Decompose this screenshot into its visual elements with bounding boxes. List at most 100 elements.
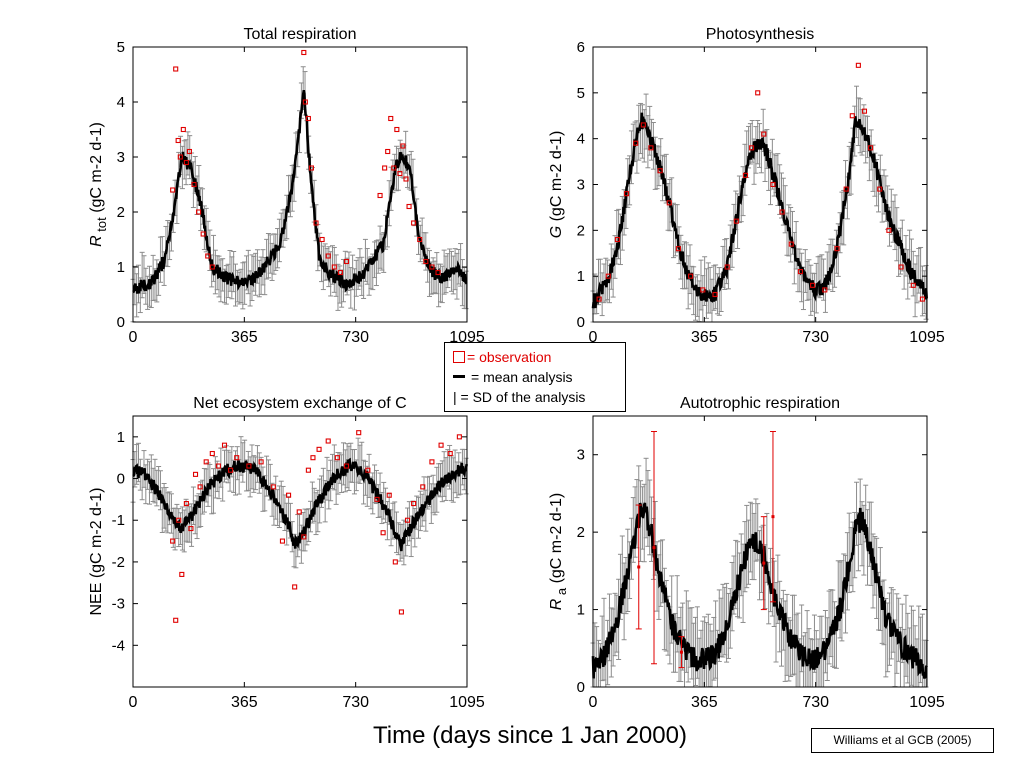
y-label-symbol: R [548,598,565,610]
y-label-symbol: G [548,226,565,238]
y-tick-label: 5 [577,85,585,102]
legend-mean-label: = mean analysis [471,369,573,385]
observation-point [386,492,392,498]
observation-point [438,442,444,448]
observation-point [398,609,404,615]
chart-panel-2: 0 365 730 1095 -4 -3 -2 -1 0 1 Net ecosystem excha… [88,395,485,711]
observation-point [301,534,307,540]
sd-error-bars [130,66,469,323]
observation-point [423,258,429,265]
x-tick-label: 1095 [449,694,485,711]
observation-point [305,467,311,473]
observation-point [761,131,767,137]
observations [596,62,925,302]
y-axis-label: NEE (gC m-2 d-1) [88,487,105,615]
y-tick-label: -4 [112,637,125,654]
x-tick-label: 1095 [909,329,945,346]
observation-point [308,165,314,171]
observation-point [633,140,639,146]
observation-point [186,148,192,155]
observation-point [657,168,663,174]
observation-point [316,446,322,452]
observation-point [688,273,694,279]
observation-marker-icon [453,351,465,363]
y-tick-label: 3 [117,149,125,166]
observation-point [313,220,319,226]
observation-point [762,561,766,565]
observation-point [624,191,630,197]
chart-panel-3: 0 365 730 1095 0 1 2 3 Autotrophic respiration R … [548,395,945,711]
mean-analysis-line [132,457,468,552]
y-label-symbol: R [88,235,105,247]
observation-point [292,584,298,590]
observation-point [356,430,362,436]
observation-point [343,258,350,265]
observation-point [173,66,179,72]
observation-point [385,148,391,155]
x-tick-label: 365 [231,329,258,346]
observation-point [270,484,276,490]
observation-point [637,565,641,569]
observation-point [343,463,350,469]
observation-point [183,501,189,507]
legend-mean: = mean analysis [453,367,625,387]
observation-point [258,459,264,465]
sd-error-bars [130,436,469,569]
observation-point [319,236,325,243]
chart-title: Autotrophic respiration [680,395,840,412]
y-tick-label: 1 [117,429,125,446]
y-tick-label: 1 [117,259,125,276]
observation-point [302,99,308,105]
legend: = observation = mean analysis | = SD of … [444,342,626,412]
y-tick-label: 4 [577,131,585,148]
y-label-unit: (gC m-2 d-1) [88,487,105,582]
observation-point [770,181,776,188]
mean-line-icon [453,375,465,378]
y-tick-label: 2 [577,222,585,239]
observation-point [200,231,206,237]
observation-point [652,546,656,550]
observation-point [188,526,194,532]
observation-point [325,253,331,259]
y-tick-label: 0 [577,314,585,331]
observation-point [325,438,331,444]
observation-point [191,181,197,188]
y-label-subscript: tot [94,217,109,235]
mean-analysis-line [591,502,928,679]
observation-point [605,273,611,279]
observation-point [771,515,775,519]
observation-point [640,122,646,128]
y-axis-label: G (gC m-2 d-1) [548,131,565,239]
sd-error-bars [590,457,929,688]
observation-point [700,287,706,293]
observations [635,430,776,669]
observation-point [388,115,394,122]
observation-point [310,455,316,461]
observation-point [246,463,252,469]
observation-point [810,282,816,288]
observation-point [406,203,412,210]
observation-point [331,264,337,270]
observation-point [170,538,176,544]
observation-point [868,145,874,151]
observation-point [742,172,749,178]
y-tick-label: -1 [112,512,125,529]
observation-point [675,246,681,252]
legend-observation-label: = observation [467,349,552,365]
y-tick-label: 1 [577,602,585,619]
observation-point [614,236,620,243]
y-label-unit: (gC m-2 d-1) [548,493,565,588]
observation-point [400,143,406,149]
x-tick-label: 365 [691,329,718,346]
observation-point [209,450,215,457]
observation-point [197,484,203,490]
observation-point [209,264,215,270]
observation-point [365,467,371,473]
axes-frame [592,415,928,688]
y-tick-label: -2 [112,554,125,571]
legend-observation: = observation [453,347,625,367]
y-label-subscript: a [554,587,569,599]
observation-point [221,442,228,448]
observation-point [834,246,840,252]
